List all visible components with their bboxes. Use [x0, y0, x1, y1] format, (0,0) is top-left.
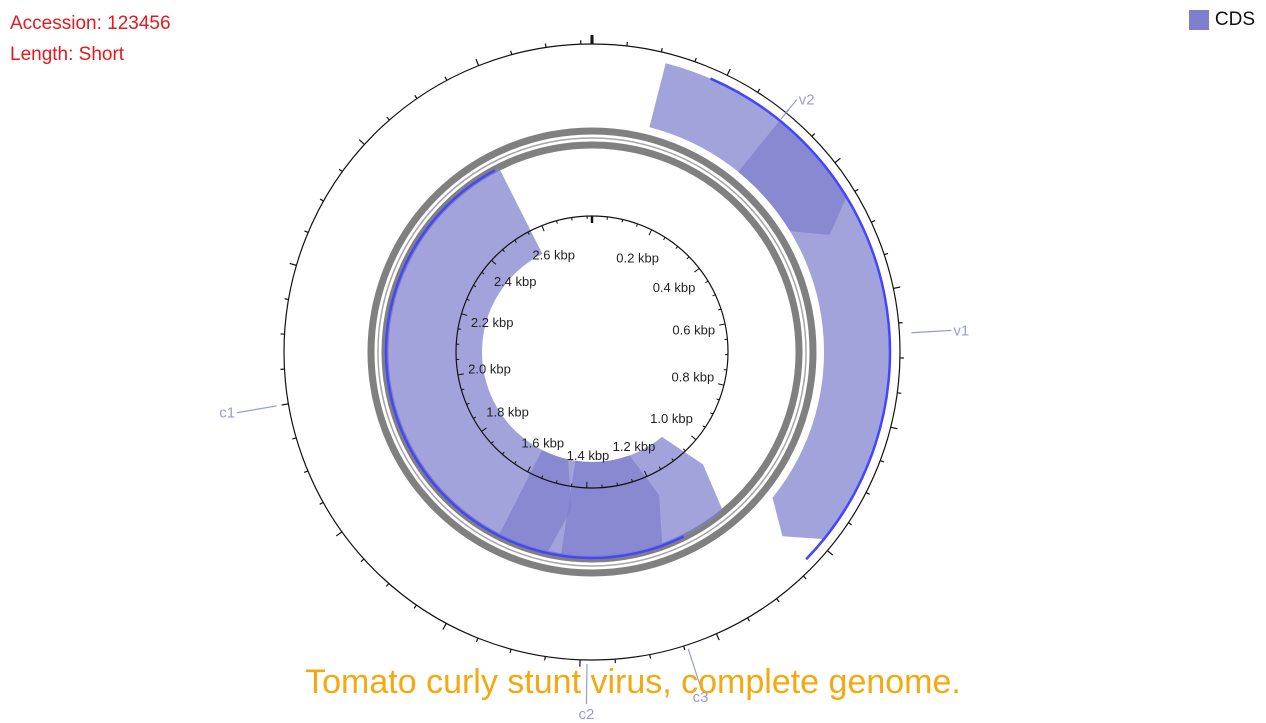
kbp-tick-label: 0.4 kbp: [653, 280, 696, 295]
outer-tick: [650, 655, 651, 659]
inner-tick: [710, 413, 713, 414]
kbp-tick-label: 1.8 kbp: [486, 405, 529, 420]
outer-tick: [803, 576, 806, 579]
kbp-tick-label: 0.6 kbp: [672, 323, 715, 338]
kbp-tick-label: 0.2 kbp: [616, 251, 659, 266]
outer-tick: [748, 618, 750, 621]
outer-tick: [339, 169, 342, 171]
outer-tick: [880, 461, 884, 462]
outer-tick: [835, 158, 841, 162]
label-leader-v1: [911, 330, 951, 332]
kbp-tick-label: 2.4 kbp: [494, 274, 537, 289]
inner-tick: [716, 399, 719, 400]
outer-tick: [510, 649, 511, 653]
feature-label-c2: c2: [578, 706, 594, 723]
inner-tick: [622, 219, 623, 222]
outer-tick: [545, 656, 546, 660]
outer-tick: [320, 199, 323, 201]
outer-tick: [848, 523, 851, 525]
feature-label-v2: v2: [799, 92, 815, 109]
inner-tick: [683, 449, 685, 451]
inner-tick: [703, 426, 706, 428]
outer-tick: [359, 140, 364, 145]
inner-tick: [636, 224, 637, 227]
outer-tick: [884, 253, 888, 254]
inner-tick: [458, 329, 461, 330]
outer-tick: [386, 584, 389, 587]
outer-tick: [285, 299, 289, 300]
outer-tick: [893, 287, 900, 288]
outer-tick: [727, 69, 730, 75]
outer-tick: [282, 404, 289, 405]
outer-tick: [443, 623, 446, 629]
outer-tick: [871, 221, 875, 223]
label-leader-c3: [688, 649, 700, 687]
outer-tick: [866, 492, 870, 494]
outer-tick: [716, 634, 719, 640]
label-leader-c1: [237, 406, 276, 413]
outer-tick: [320, 502, 323, 504]
outer-tick: [415, 95, 417, 98]
outer-tick: [827, 551, 832, 556]
outer-tick: [476, 638, 477, 642]
outer-tick: [336, 532, 342, 536]
inner-tick: [695, 268, 700, 272]
kbp-tick-label: 2.6 kbp: [532, 247, 575, 262]
outer-tick: [891, 427, 898, 429]
outer-tick: [812, 134, 815, 137]
kbp-tick-label: 1.0 kbp: [650, 411, 693, 426]
outer-tick: [361, 559, 364, 562]
inner-tick: [705, 281, 708, 283]
outer-tick: [414, 605, 416, 608]
inner-tick: [691, 436, 696, 440]
kbp-tick-label: 0.8 kbp: [672, 369, 715, 384]
inner-tick: [687, 257, 689, 259]
outer-tick: [304, 231, 308, 233]
feature-label-c3: c3: [693, 689, 709, 706]
inner-tick: [542, 226, 544, 232]
label-leader-c2: [586, 664, 587, 704]
inner-tick: [718, 384, 724, 385]
kbp-tick-label: 2.0 kbp: [468, 362, 511, 377]
outer-tick: [695, 58, 696, 62]
outer-tick: [292, 438, 296, 439]
label-leader-v2: [781, 100, 797, 119]
inner-tick: [718, 309, 721, 310]
inner-tick: [617, 483, 618, 486]
kbp-tick-label: 1.4 kbp: [567, 448, 610, 463]
inner-tick: [649, 230, 652, 235]
outer-tick: [661, 48, 662, 52]
outer-tick: [855, 189, 858, 191]
kbp-tick-label: 1.2 kbp: [613, 439, 656, 454]
outer-tick: [897, 393, 901, 394]
outer-tick: [304, 471, 308, 473]
outer-tick: [684, 646, 685, 650]
outer-tick: [545, 44, 546, 48]
inner-tick: [676, 246, 678, 248]
outer-tick: [511, 51, 512, 55]
inner-tick: [713, 295, 716, 296]
feature-label-v1: v1: [953, 322, 969, 339]
outer-tick: [290, 263, 297, 265]
outer-tick: [387, 117, 390, 120]
outer-tick: [777, 599, 779, 602]
kbp-tick-label: 2.2 kbp: [471, 315, 514, 330]
inner-tick: [719, 324, 725, 325]
outer-ruler-circle: [284, 44, 900, 660]
kbp-tick-label: 1.6 kbp: [521, 436, 564, 451]
outer-tick: [476, 59, 479, 66]
inner-tick: [664, 237, 666, 240]
feature-label-c1: c1: [219, 405, 235, 422]
outer-tick: [445, 77, 447, 81]
outer-tick: [758, 89, 760, 92]
